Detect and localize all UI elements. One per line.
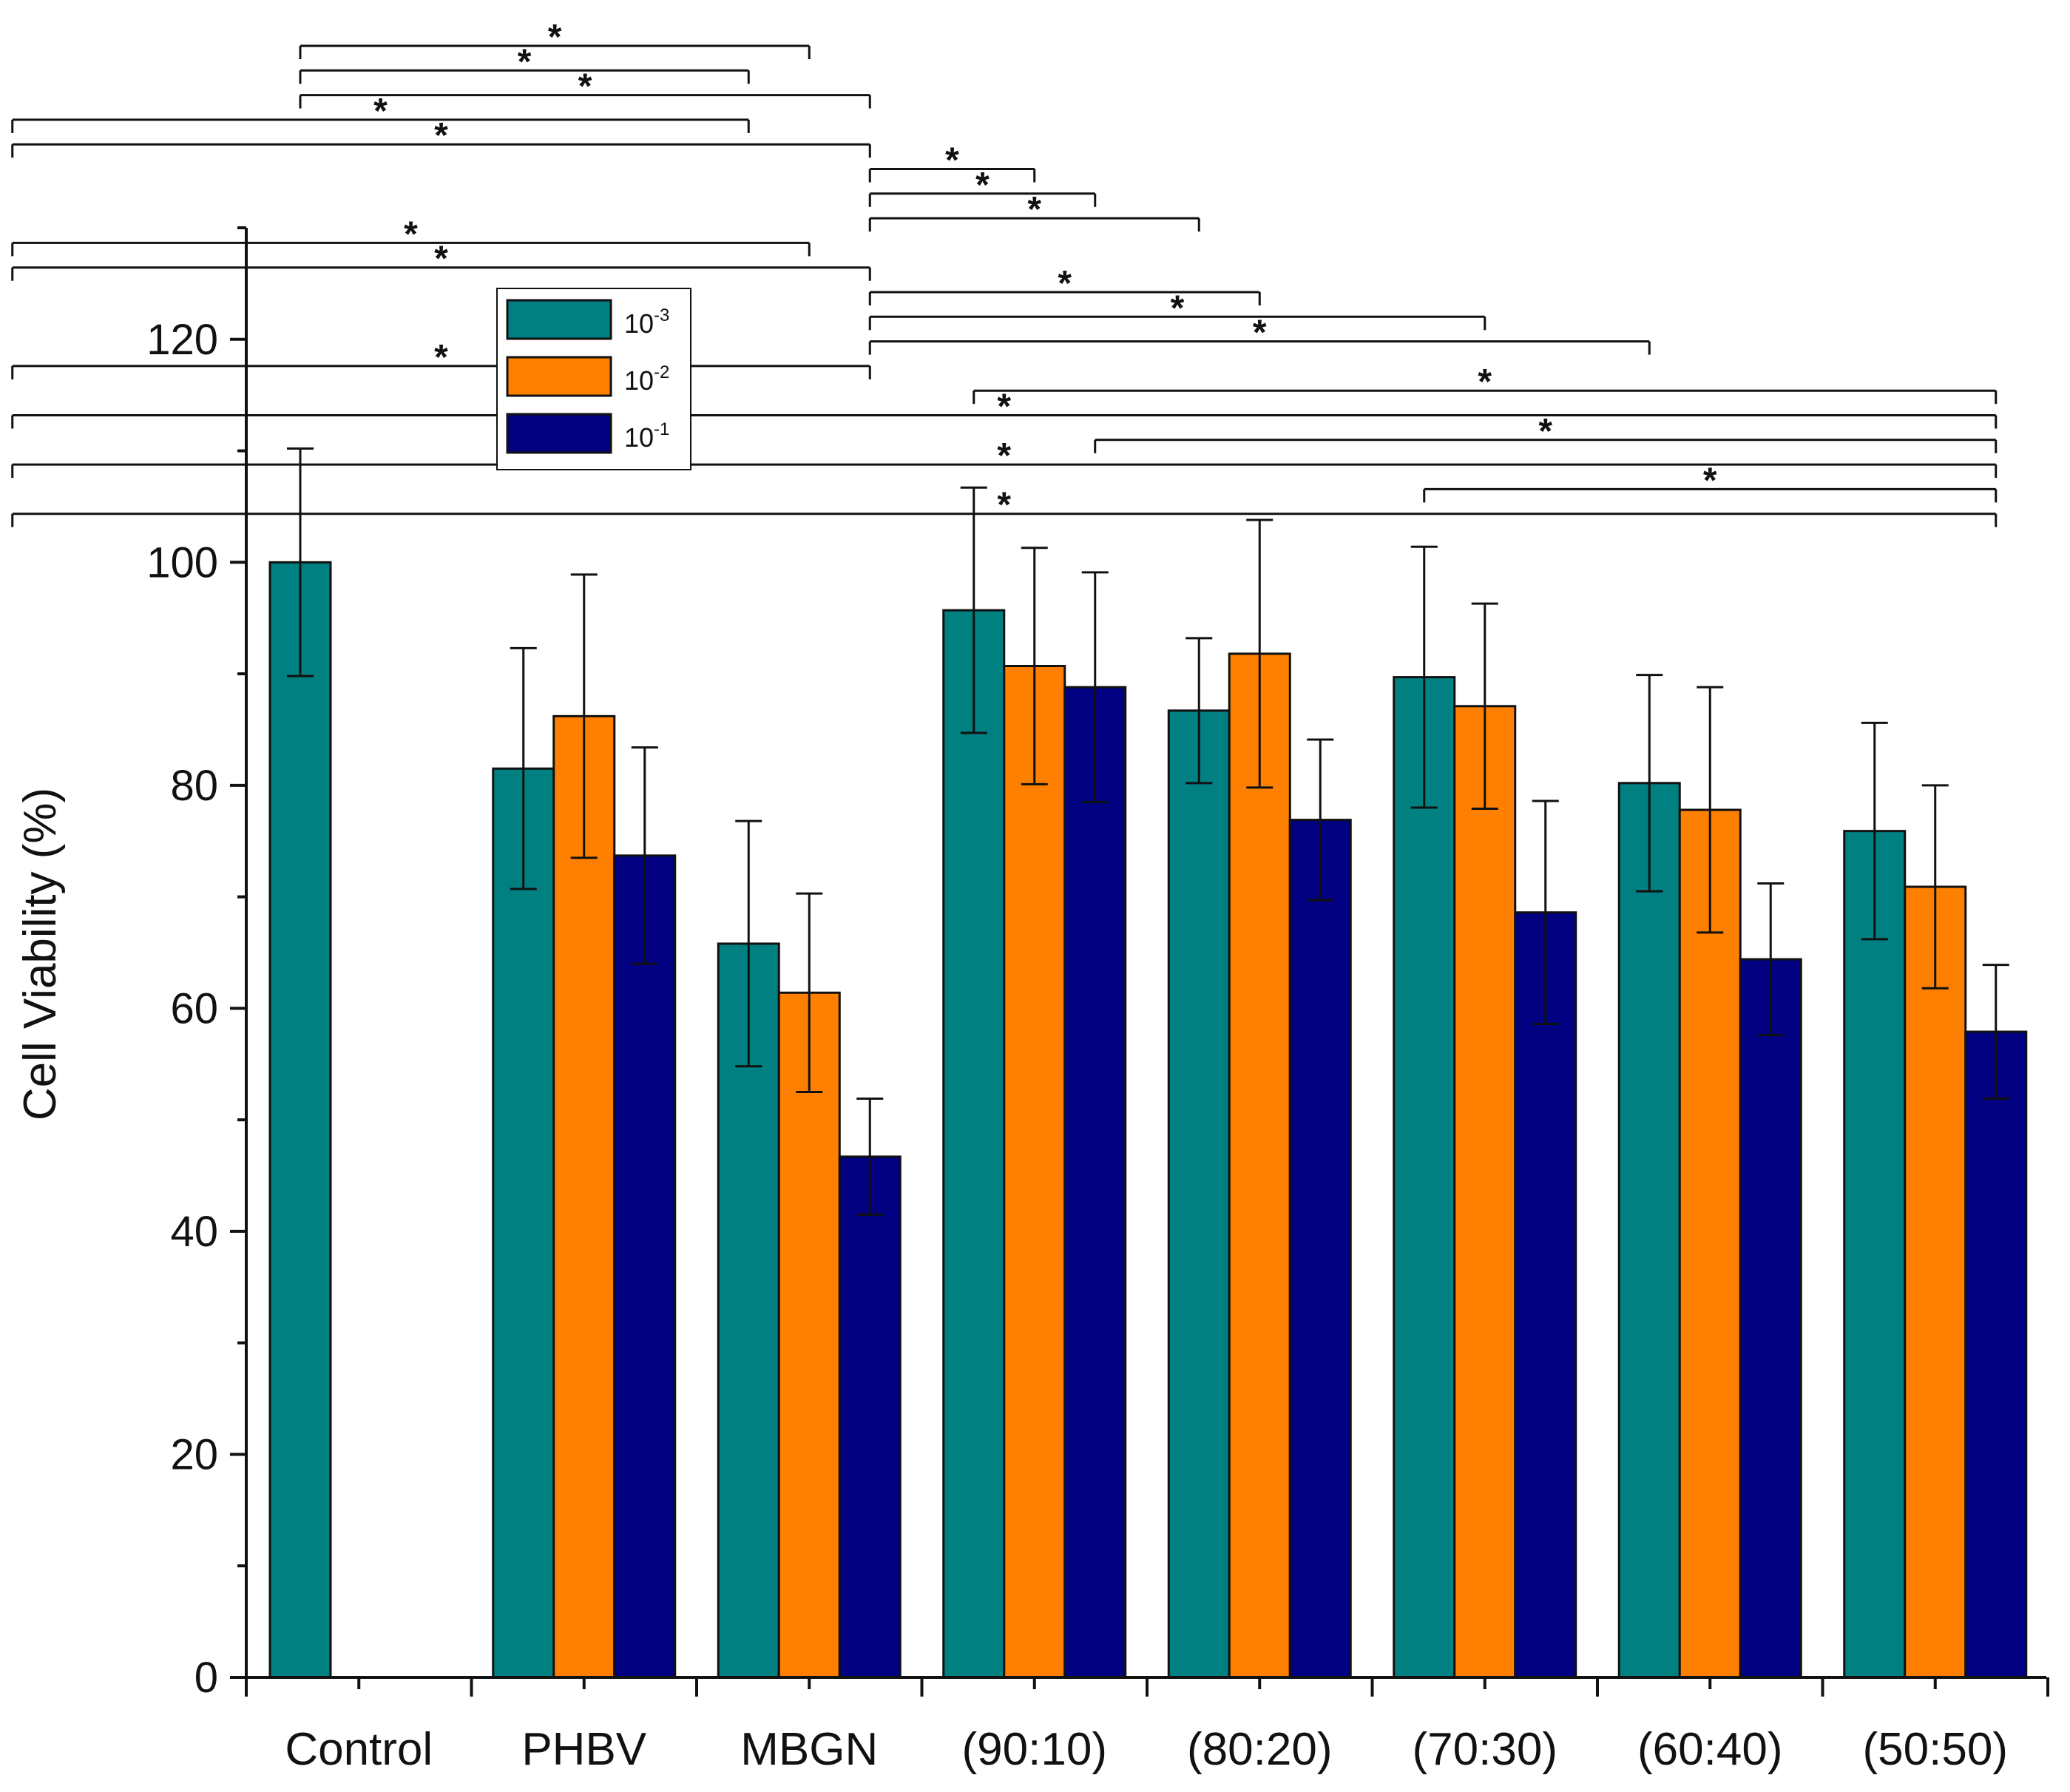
legend: 10-310-210-1 bbox=[496, 288, 691, 470]
legend-swatch-2 bbox=[506, 413, 612, 454]
x-tick-label-1: PHBV bbox=[521, 1724, 646, 1775]
sig-star-10: * bbox=[1058, 264, 1072, 303]
legend-label-0: 10-3 bbox=[624, 305, 669, 339]
bar-2-2 bbox=[838, 1155, 902, 1679]
bar-3-2 bbox=[1063, 686, 1127, 1679]
sig-star-8: * bbox=[404, 214, 418, 254]
sig-star-6: * bbox=[975, 166, 990, 205]
legend-label-base-1: 10 bbox=[624, 365, 654, 396]
bar-7-0 bbox=[1843, 830, 1907, 1679]
bar-2-1 bbox=[777, 991, 841, 1679]
bar-0-0 bbox=[268, 561, 332, 1679]
axes-layer: 0 20 40 60 80 100 120 Cell Viability (%) Control… bbox=[15, 226, 2049, 1775]
bar-4-1 bbox=[1228, 652, 1291, 1679]
error-bars-layer bbox=[287, 447, 2009, 1216]
sig-star-11: * bbox=[1171, 288, 1185, 328]
x-tick-label-3: (90:10) bbox=[962, 1724, 1107, 1775]
y-axis-title: Cell Viability (%) bbox=[15, 788, 66, 1120]
sig-star-7: * bbox=[1027, 190, 1041, 229]
sig-star-18: * bbox=[1703, 461, 1717, 500]
bar-5-1 bbox=[1453, 705, 1517, 1679]
bar-3-1 bbox=[1003, 665, 1066, 1679]
bar-6-2 bbox=[1739, 958, 1802, 1679]
sig-star-0: * bbox=[548, 18, 562, 57]
y-tick-label-60: 60 bbox=[170, 984, 218, 1032]
legend-label-exp-0: -3 bbox=[654, 305, 669, 325]
bar-1-0 bbox=[492, 767, 555, 1679]
bar-3-0 bbox=[942, 609, 1006, 1679]
bar-6-1 bbox=[1678, 808, 1742, 1679]
x-tick-label-5: (70:30) bbox=[1413, 1724, 1557, 1775]
legend-label-1: 10-2 bbox=[624, 362, 669, 396]
x-tick-label-7: (50:50) bbox=[1863, 1724, 2008, 1775]
legend-label-2: 10-1 bbox=[624, 419, 669, 453]
y-tick-label-20: 20 bbox=[170, 1430, 218, 1478]
x-tick-label-6: (60:40) bbox=[1637, 1724, 1782, 1775]
sig-star-9: * bbox=[434, 240, 448, 279]
y-tick-label-120: 120 bbox=[146, 316, 218, 364]
x-tick-label-0: Control bbox=[285, 1724, 433, 1775]
legend-label-exp-2: -1 bbox=[654, 419, 669, 439]
bar-5-0 bbox=[1393, 676, 1456, 1679]
y-tick-label-100: 100 bbox=[146, 538, 218, 586]
significance-layer: * * * * * * * * * * * * * * * * * * * * bbox=[11, 18, 1998, 527]
y-tick-label-80: 80 bbox=[170, 762, 218, 810]
sig-star-5: * bbox=[945, 141, 959, 180]
y-tick-label-40: 40 bbox=[170, 1208, 218, 1256]
sig-star-16: * bbox=[1538, 412, 1552, 451]
bar-1-2 bbox=[613, 854, 677, 1679]
bar-7-2 bbox=[1964, 1030, 2028, 1679]
bar-7-1 bbox=[1904, 885, 1967, 1679]
legend-label-exp-1: -2 bbox=[654, 362, 669, 382]
x-tick-label-2: MBGN bbox=[740, 1724, 878, 1775]
legend-swatch-1 bbox=[506, 356, 612, 397]
bar-6-0 bbox=[1617, 782, 1681, 1679]
sig-star-4: * bbox=[434, 116, 448, 155]
bars-layer bbox=[268, 561, 2028, 1679]
sig-star-15: * bbox=[997, 388, 1011, 427]
sig-star-19: * bbox=[997, 486, 1011, 525]
bar-5-2 bbox=[1514, 911, 1577, 1679]
sig-star-13: * bbox=[434, 338, 448, 377]
bar-4-2 bbox=[1288, 819, 1352, 1679]
bar-1-1 bbox=[552, 714, 616, 1679]
sig-star-2: * bbox=[578, 67, 592, 106]
sig-star-12: * bbox=[1253, 314, 1267, 353]
legend-label-base-0: 10 bbox=[624, 308, 654, 339]
x-tick-label-4: (80:20) bbox=[1187, 1724, 1332, 1775]
legend-swatch-0 bbox=[506, 299, 612, 340]
sig-star-14: * bbox=[1478, 362, 1492, 402]
sig-star-1: * bbox=[518, 42, 532, 81]
sig-star-3: * bbox=[373, 92, 388, 131]
bar-4-0 bbox=[1167, 709, 1231, 1679]
legend-label-base-2: 10 bbox=[624, 422, 654, 453]
sig-star-17: * bbox=[997, 436, 1011, 476]
y-tick-label-0: 0 bbox=[195, 1654, 218, 1702]
